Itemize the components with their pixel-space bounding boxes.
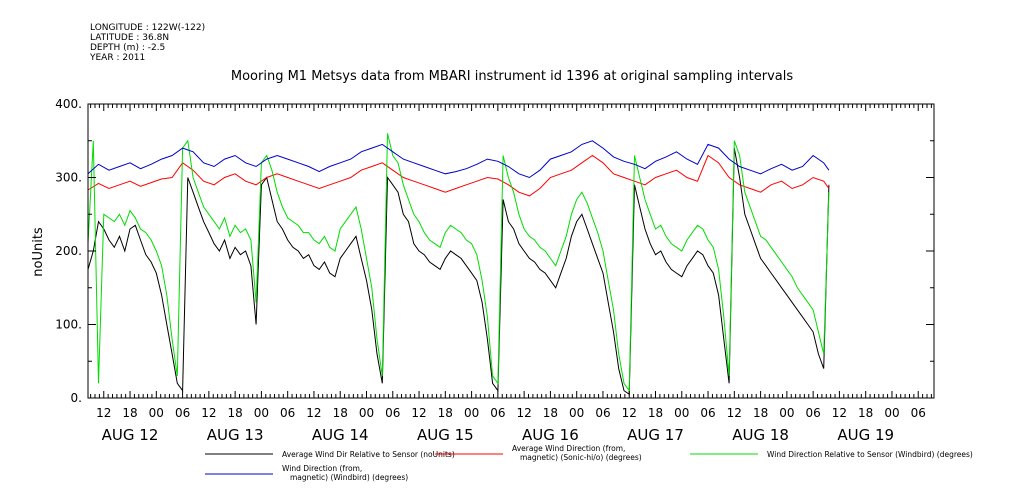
plot-border [87,103,935,399]
x-date-label: AUG 17 [627,426,684,444]
y-tick-label: 0. [71,391,82,405]
y-ticks: 0. 100. 200. 300. 400. [55,97,934,405]
x-hour-label: 12 [201,406,216,420]
year-label: YEAR : 2011 [89,53,145,63]
series-line-4 [87,140,830,179]
series-layer [87,133,830,396]
series-line-1 [87,148,830,396]
x-hour-label: 06 [385,406,400,420]
x-hour-label: 06 [595,406,610,420]
x-hour-label: 18 [122,406,137,420]
x-hour-label: 12 [832,406,847,420]
y-axis-label: noUnits [31,227,46,277]
depth-label: DEPTH (m) : -2.5 [90,43,165,53]
x-hour-label: 18 [648,406,663,420]
legend-label: Average Wind Direction (from, magnetic) (… [512,444,642,462]
x-hour-label: 06 [806,406,821,420]
y-tick-label: 300. [55,171,82,185]
y-tick-label: 400. [55,97,82,111]
x-hour-label: 00 [254,406,269,420]
x-hour-label: 12 [516,406,531,420]
x-date-label: AUG 18 [732,426,789,444]
x-hour-label: 12 [96,406,111,420]
legend-label: Wind Direction Relative to Sensor (Windb… [767,450,973,459]
x-date-label: AUG 12 [102,426,159,444]
legend: Average Wind Dir Relative to Sensor (noU… [205,444,973,482]
legend-label: Wind Direction (from, magnetic) (Windbird… [282,464,408,482]
longitude-label: LONGITUDE : 122W(-122) [90,23,205,33]
x-hour-label: 00 [149,406,164,420]
x-hour-label: 00 [674,406,689,420]
x-hour-label: 18 [333,406,348,420]
x-hour-label: 18 [858,406,873,420]
x-date-label: AUG 14 [312,426,369,444]
x-hour-label: 12 [622,406,637,420]
legend-label: Average Wind Dir Relative to Sensor (noU… [282,450,455,459]
x-ticks: 12 18 00 06 12 18 00 06 12 18 00 06 12 18 00 06 12 18 00 06… [90,104,932,444]
series-line-2 [87,154,830,197]
x-date-label: AUG 16 [522,426,579,444]
x-hour-label: 00 [464,406,479,420]
x-hour-label: 00 [359,406,374,420]
x-hour-label: 18 [543,406,558,420]
x-hour-label: 06 [175,406,190,420]
x-hour-label: 06 [700,406,715,420]
x-date-label: AUG 19 [837,426,894,444]
x-hour-label: 00 [779,406,794,420]
x-hour-label: 12 [727,406,742,420]
chart-title: Mooring M1 Metsys data from MBARI instru… [231,69,793,84]
x-hour-label: 18 [753,406,768,420]
x-hour-label: 06 [280,406,295,420]
x-date-label: AUG 15 [417,426,474,444]
y-tick-label: 100. [55,318,82,332]
x-hour-label: 12 [411,406,426,420]
x-hour-label: 00 [569,406,584,420]
x-hour-label: 18 [438,406,453,420]
x-hour-label: 12 [306,406,321,420]
latitude-label: LATITUDE : 36.8N [90,33,169,43]
y-tick-label: 200. [55,244,82,258]
x-hour-label: 06 [911,406,926,420]
x-date-label: AUG 13 [207,426,264,444]
x-hour-label: 06 [490,406,505,420]
plot-frame [87,103,935,399]
series-line-3 [87,133,830,393]
x-hour-label: 18 [227,406,242,420]
x-hour-label: 00 [884,406,899,420]
